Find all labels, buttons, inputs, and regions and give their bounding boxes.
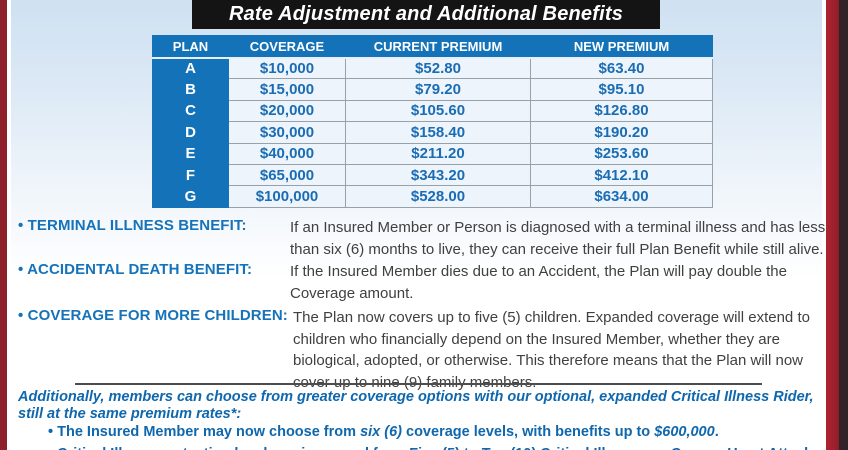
benefit-label-text: COVERAGE FOR MORE CHILDREN: [27,307,288,324]
header-new-premium: NEW PREMIUM [530,35,713,59]
table-row: B $15,000 $79.20 $95.10 [152,78,713,101]
header-plan: PLAN [152,35,229,59]
current-premium-value: $211.20 [345,142,531,165]
coverage-value: $30,000 [228,121,346,144]
table-row: D $30,000 $158.40 $190.20 [152,121,713,144]
right-red-border [826,0,839,450]
new-premium-value: $412.10 [530,163,713,187]
new-premium-value: $95.10 [530,78,713,101]
new-premium-value: $126.80 [530,99,713,123]
table-row: G $100,000 $528.00 $634.00 [152,185,713,208]
section-divider [75,383,762,385]
current-premium-value: $158.40 [345,121,531,144]
plan-letter: A [152,56,229,80]
rider-bullet-text: Critical Illness protection has been inc… [48,446,816,450]
plan-letter: C [152,99,229,123]
benefit-label: • ACCIDENTAL DEATH BENEFIT: [18,261,290,304]
new-premium-value: $63.40 [530,56,713,80]
plan-letter: F [152,163,229,187]
table-row: C $20,000 $105.60 $126.80 [152,99,713,123]
plan-letter: D [152,121,229,144]
left-red-border [0,0,7,450]
plan-letter: E [152,142,229,165]
benefit-accidental-death: • ACCIDENTAL DEATH BENEFIT: If the Insur… [18,261,830,304]
benefit-label: • TERMINAL ILLNESS BENEFIT: [18,217,290,260]
current-premium-value: $343.20 [345,163,531,187]
premium-rate-table: PLAN COVERAGE CURRENT PREMIUM NEW PREMIU… [152,35,713,208]
coverage-value: $10,000 [228,56,346,80]
rider-bullet-emphasis-amount: $600,000 [654,424,715,440]
rider-bullet-emphasis-levels: six (6) [360,424,402,440]
new-premium-value: $253.60 [530,142,713,165]
benefit-more-children: • COVERAGE FOR MORE CHILDREN: The Plan n… [18,307,830,393]
new-premium-value: $190.20 [530,121,713,144]
right-dark-edge [839,0,848,450]
benefit-label: • COVERAGE FOR MORE CHILDREN: [18,307,293,393]
coverage-value: $40,000 [228,142,346,165]
coverage-value: $65,000 [228,163,346,187]
header-coverage: COVERAGE [228,35,346,59]
header-current-premium: CURRENT PREMIUM [345,35,531,59]
current-premium-value: $79.20 [345,78,531,101]
bullet-icon: • [48,424,54,440]
benefit-label-text: ACCIDENTAL DEATH BENEFIT: [27,261,253,278]
bullet-icon: • [18,217,24,234]
current-premium-value: $528.00 [345,185,531,208]
benefit-description: If an Insured Member or Person is diagno… [290,219,826,258]
bullet-icon: • [18,307,24,324]
bullet-icon: • [48,446,53,450]
rider-bullet-part2: coverage levels, with benefits up to [401,424,655,440]
rider-bullet-part1: The Insured Member may now choose from [57,424,361,440]
table-row: F $65,000 $343.20 $412.10 [152,163,713,187]
rider-bullet-coverage-levels: • The Insured Member may now choose from… [48,424,828,441]
plan-letter: G [152,185,229,208]
page-title: Rate Adjustment and Additional Benefits [192,0,660,29]
current-premium-value: $105.60 [345,99,531,123]
left-border-highlight [7,0,11,450]
bullet-icon: • [18,261,24,278]
benefit-description: If the Insured Member dies due to an Acc… [290,263,787,302]
coverage-value: $20,000 [228,99,346,123]
benefit-description: The Plan now covers up to five (5) child… [293,309,810,391]
rider-bullet-part3: . [714,424,719,440]
table-row: A $10,000 $52.80 $63.40 [152,56,713,80]
coverage-value: $100,000 [228,185,346,208]
current-premium-value: $52.80 [345,56,531,80]
new-premium-value: $634.00 [530,185,713,208]
coverage-value: $15,000 [228,78,346,101]
rider-bullet-critical-illness: • Critical Illness protection has been i… [48,446,828,450]
benefit-label-text: TERMINAL ILLNESS BENEFIT: [27,217,247,234]
benefit-terminal-illness: • TERMINAL ILLNESS BENEFIT: If an Insure… [18,217,830,260]
table-row: E $40,000 $211.20 $253.60 [152,142,713,165]
right-border-highlight [822,0,826,450]
plan-letter: B [152,78,229,101]
rider-section-intro: Additionally, members can choose from gr… [18,389,814,422]
table-header-row: PLAN COVERAGE CURRENT PREMIUM NEW PREMIU… [152,35,713,59]
